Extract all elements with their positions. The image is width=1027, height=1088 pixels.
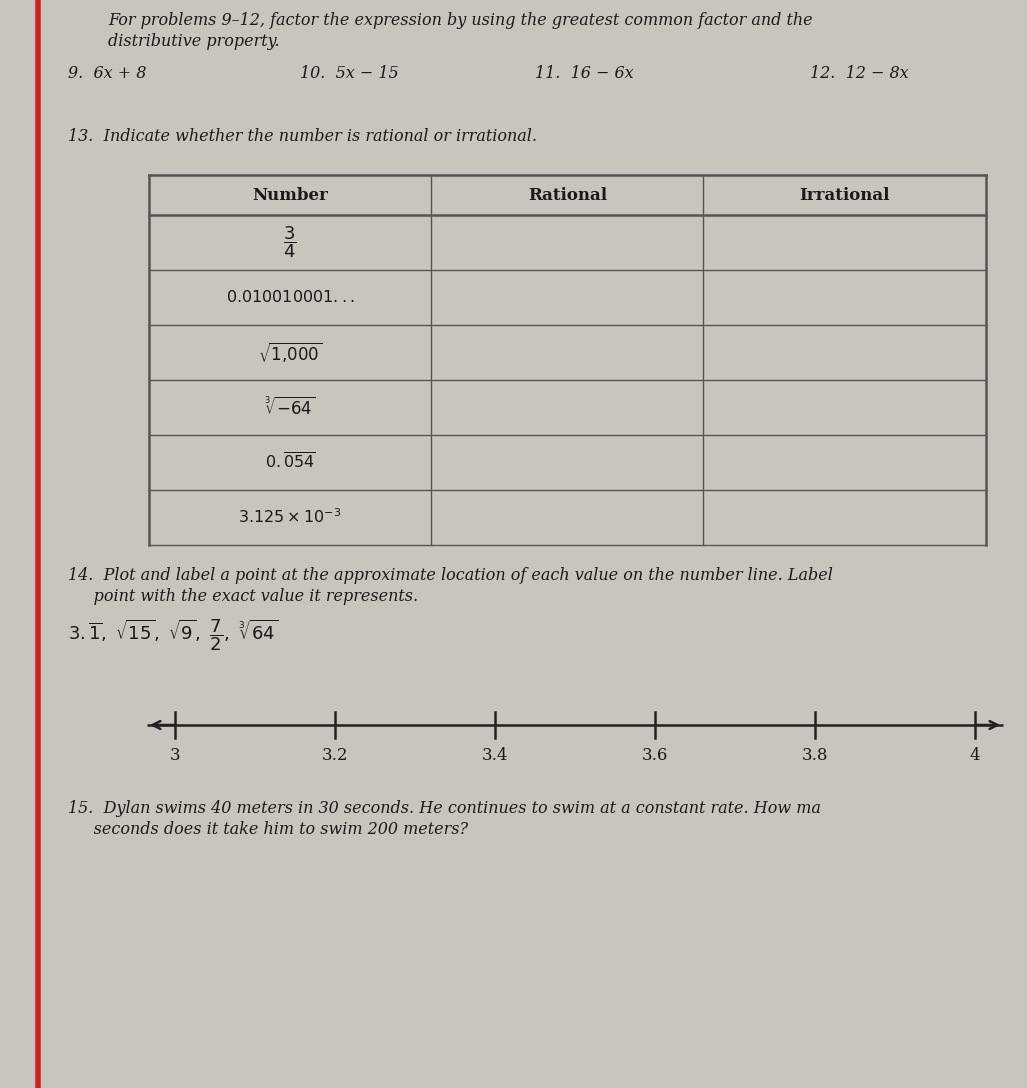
Text: 9.  6x + 8: 9. 6x + 8 [68,65,147,82]
Text: 14.  Plot and label a point at the approximate location of each value on the num: 14. Plot and label a point at the approx… [68,567,833,584]
Text: 13.  Indicate whether the number is rational or irrational.: 13. Indicate whether the number is ratio… [68,128,537,145]
Text: 15.  Dylan swims 40 meters in 30 seconds. He continues to swim at a constant rat: 15. Dylan swims 40 meters in 30 seconds.… [68,800,821,817]
Text: $\sqrt{1{,}000}$: $\sqrt{1{,}000}$ [258,341,322,364]
Text: $3.\overline{1},\ \sqrt{15},\ \sqrt{9},\ \dfrac{7}{2},\ \sqrt[3]{64}$: $3.\overline{1},\ \sqrt{15},\ \sqrt{9},\… [68,617,278,653]
Text: Irrational: Irrational [799,186,890,203]
Text: $3.125 \times 10^{-3}$: $3.125 \times 10^{-3}$ [238,508,342,527]
Text: 10.  5x − 15: 10. 5x − 15 [300,65,398,82]
Text: distributive property.: distributive property. [108,33,279,50]
Text: 3.4: 3.4 [482,747,508,764]
Text: 11.  16 − 6x: 11. 16 − 6x [535,65,634,82]
Text: 3: 3 [169,747,181,764]
Text: $\dfrac{3}{4}$: $\dfrac{3}{4}$ [283,225,297,260]
Text: $0.\overline{054}$: $0.\overline{054}$ [265,453,315,472]
Text: 3.6: 3.6 [642,747,669,764]
Text: For problems 9–12, factor the expression by using the greatest common factor and: For problems 9–12, factor the expression… [108,12,812,29]
Text: 3.8: 3.8 [802,747,828,764]
Text: 3.2: 3.2 [321,747,348,764]
Text: $\sqrt[3]{-64}$: $\sqrt[3]{-64}$ [265,396,315,419]
Text: point with the exact value it represents.: point with the exact value it represents… [68,588,418,605]
Text: Rational: Rational [528,186,607,203]
Text: $0.010010001...$: $0.010010001...$ [226,289,354,306]
Text: 12.  12 − 8x: 12. 12 − 8x [810,65,909,82]
Text: seconds does it take him to swim 200 meters?: seconds does it take him to swim 200 met… [68,821,468,838]
Text: Number: Number [253,186,328,203]
Text: 4: 4 [969,747,981,764]
